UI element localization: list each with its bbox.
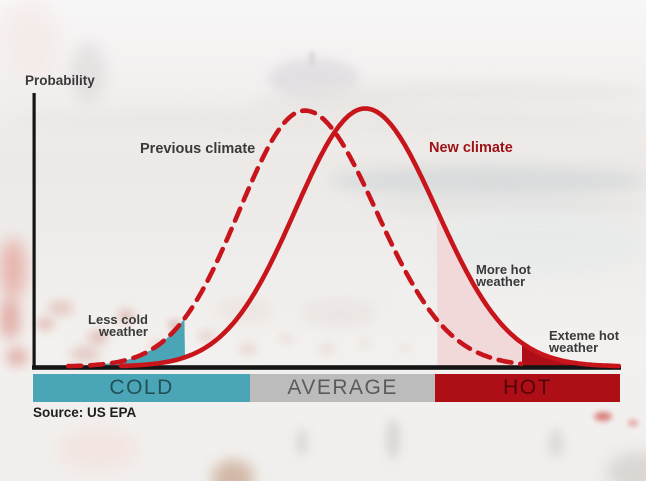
bg-blob	[0, 0, 60, 80]
bg-blob	[296, 428, 308, 456]
y-axis-title: Probability	[25, 73, 95, 88]
bg-blob	[238, 344, 258, 354]
bg-blob	[118, 310, 134, 322]
more-hot-weather-area	[436, 210, 522, 368]
extreme-hot-annotation: Exteme hot weather	[549, 328, 620, 355]
bg-blob	[300, 82, 646, 104]
bg-blob	[0, 298, 20, 340]
new-climate-label: New climate	[429, 140, 513, 156]
bg-blob	[56, 428, 140, 470]
more-hot-annotation: More hot weather	[476, 262, 531, 289]
bg-blob	[628, 420, 638, 426]
bg-blob	[48, 300, 74, 316]
bg-blob	[594, 412, 612, 421]
bg-blob	[212, 460, 254, 481]
extreme-hot-weather-area	[522, 343, 619, 368]
bg-blob	[278, 334, 294, 344]
less-cold-annotation: Less cold weather	[88, 312, 148, 339]
bg-blob	[398, 344, 412, 353]
bg-blob	[318, 344, 336, 354]
previous-climate-label: Previous climate	[140, 141, 256, 157]
bg-blob	[0, 238, 26, 300]
bg-blob	[36, 318, 54, 330]
y-axis-line	[32, 93, 36, 368]
bg-blob	[168, 320, 182, 330]
previous-climate-curve	[65, 108, 524, 369]
x-axis-line	[32, 365, 621, 370]
bg-blob	[386, 418, 400, 460]
bg-blob	[70, 42, 106, 104]
bg-blob	[298, 298, 380, 328]
bg-blob	[6, 348, 28, 366]
new-climate-curve	[118, 106, 622, 369]
bg-blob	[358, 338, 374, 348]
x-axis-band-cold: COLD	[33, 374, 251, 402]
x-axis-bands: COLD AVERAGE HOT	[33, 374, 620, 402]
bg-blob	[88, 330, 108, 344]
x-axis-band-average: AVERAGE	[250, 374, 436, 402]
source-attribution: Source: US EPA	[33, 405, 137, 420]
bg-blob	[70, 348, 100, 360]
bg-blob	[198, 330, 216, 342]
less-cold-weather-area	[85, 318, 185, 367]
bg-blob	[309, 50, 315, 66]
x-axis-band-hot: HOT	[435, 374, 620, 402]
bg-blob	[548, 428, 564, 458]
bg-blob	[330, 166, 646, 196]
